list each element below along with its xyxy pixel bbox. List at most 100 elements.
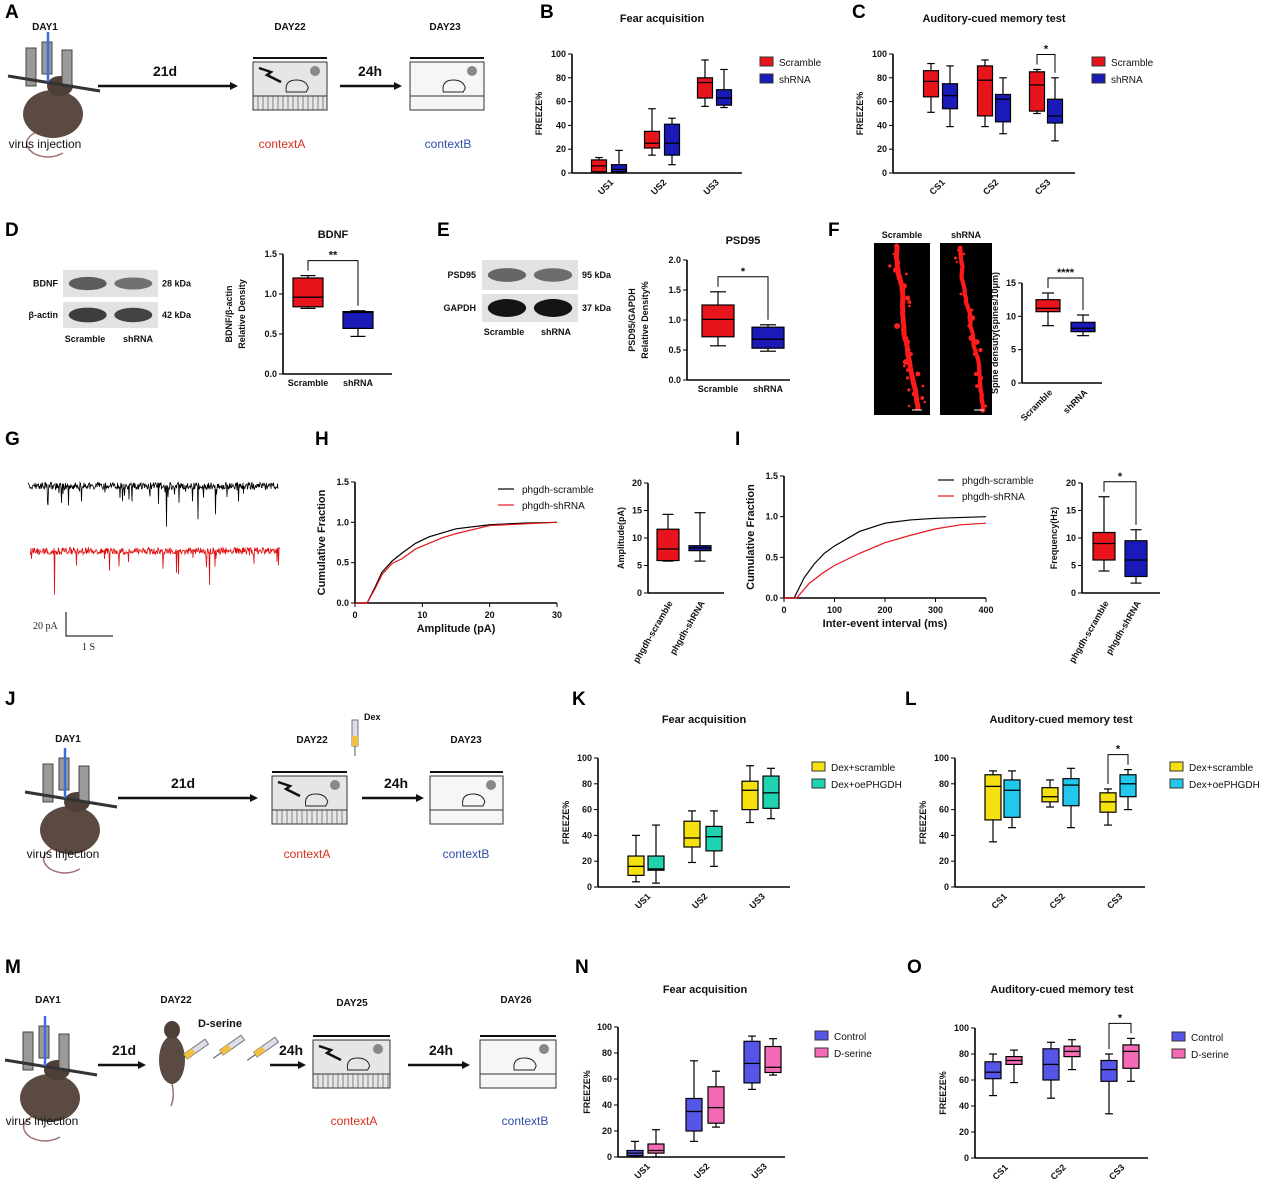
y-tick-label: 10 xyxy=(1006,311,1016,321)
chart-title: BDNF xyxy=(318,229,349,241)
dendrite-image xyxy=(940,243,992,415)
y-tick-label: 60 xyxy=(939,805,949,815)
y-tick-label: 0.0 xyxy=(765,593,778,603)
panel-letter: H xyxy=(315,429,329,450)
box-iqr xyxy=(610,164,628,173)
significance-bracket xyxy=(717,276,769,320)
dendrite-image xyxy=(874,243,930,415)
y-tick-label: 60 xyxy=(877,97,887,107)
box-dex-oephgdh xyxy=(647,824,665,884)
significance-label: * xyxy=(741,266,746,278)
blot-protein-label: GAPDH xyxy=(443,303,476,313)
mouse-body xyxy=(159,1036,185,1084)
y-tick-label: 0 xyxy=(944,882,949,892)
box-dex-scramble xyxy=(683,810,701,864)
mouse-tail xyxy=(25,130,64,158)
stereotaxic-mouse-illustration xyxy=(4,1016,98,1142)
significance-bracket xyxy=(307,260,359,306)
legend-label: phgdh-shRNA xyxy=(522,501,585,512)
panel-letter: I xyxy=(735,429,740,450)
stereotax-post xyxy=(78,765,90,803)
box-chart: 0 20 40 60 80 100 CS1 CS2 CS3 Auditory-cued memor… xyxy=(918,714,1260,911)
x-tick-label: 20 xyxy=(485,610,495,620)
x-axis-label: Amplitude (pA) xyxy=(417,623,496,635)
syringe-icon xyxy=(212,1034,246,1059)
y-axis-label: Relative Density xyxy=(237,279,247,349)
legend-swatch xyxy=(811,761,826,772)
x-tick-label: 100 xyxy=(827,605,842,615)
box-iqr xyxy=(685,1097,703,1132)
box-control xyxy=(1100,1053,1118,1115)
y-tick-label: 1.5 xyxy=(765,471,778,481)
box-scramble xyxy=(590,156,608,174)
box-scramble xyxy=(1028,68,1046,115)
mouse-outline xyxy=(462,793,486,807)
y-tick-label: 20 xyxy=(939,856,949,866)
y-tick-label: 15 xyxy=(1066,506,1076,516)
box-dex-scramble xyxy=(1099,788,1117,826)
day-label: DAY23 xyxy=(429,22,461,33)
spine xyxy=(973,371,979,377)
box-d-serine xyxy=(647,1129,665,1158)
blot-band xyxy=(68,276,107,291)
blot-lane-label: Scramble xyxy=(484,327,525,337)
box-dex-oephgdh xyxy=(1119,769,1137,811)
y-tick-label: 10 xyxy=(1066,533,1076,543)
y-tick-label: 80 xyxy=(556,73,566,83)
box-d-serine xyxy=(764,1038,782,1076)
box-iqr xyxy=(647,855,665,871)
panel-letter: J xyxy=(5,689,16,710)
spine xyxy=(970,308,974,312)
panel-letter: D xyxy=(5,220,19,241)
arrow-head xyxy=(416,794,424,802)
chart-title: Auditory-cued memory test xyxy=(989,714,1132,726)
chart-title: Auditory-cued memory test xyxy=(990,984,1133,996)
legend-swatch xyxy=(1171,1048,1186,1059)
y-axis-label: PSD95/GAPDH xyxy=(627,288,637,352)
chart-title: Auditory-cued memory test xyxy=(922,13,1065,25)
significance-label: ** xyxy=(329,250,338,262)
blot-lane-label: shRNA xyxy=(123,334,154,344)
series-line-phgdh-shRNA xyxy=(355,521,558,604)
x-tick-label: 200 xyxy=(877,605,892,615)
box-iqr xyxy=(764,1045,782,1074)
box-iqr xyxy=(647,1143,665,1154)
box-iqr xyxy=(701,304,735,338)
significance-bracket xyxy=(1047,277,1084,310)
day-label: DAY22 xyxy=(296,735,328,746)
day-label: DAY22 xyxy=(274,22,306,33)
y-axis-label: Frequency(Hz) xyxy=(1049,507,1059,570)
box-scramble xyxy=(1035,292,1061,327)
blot-kda-label: 42 kDa xyxy=(162,310,192,320)
x-tick-label: shRNA xyxy=(753,384,784,394)
legend-swatch xyxy=(1171,1031,1186,1042)
y-axis-label: Cumulative Fraction xyxy=(745,484,757,590)
y-tick-label: 40 xyxy=(877,120,887,130)
context-a-label: contextA xyxy=(284,847,331,861)
interval-label: 21d xyxy=(112,1042,136,1058)
spine xyxy=(888,264,892,268)
box-dex-oephgdh xyxy=(1062,767,1080,829)
ear-bar xyxy=(4,1058,98,1077)
context-a-label: contextA xyxy=(259,137,306,151)
y-tick-label: 100 xyxy=(872,49,887,59)
y-tick-label: 0.5 xyxy=(264,329,277,339)
mouse-top-view xyxy=(159,1021,185,1107)
significance-bracket xyxy=(1036,53,1056,73)
shock-icon xyxy=(277,780,301,798)
mouse-tail xyxy=(22,1114,61,1142)
box-iqr xyxy=(1119,774,1137,798)
day-label: DAY26 xyxy=(500,995,532,1006)
significance-label: * xyxy=(1118,471,1123,483)
spine xyxy=(915,371,921,377)
day-label: DAY1 xyxy=(35,995,61,1006)
blot-band xyxy=(114,277,153,290)
x-tick-label: US3 xyxy=(701,177,720,196)
arrow-head xyxy=(462,1061,470,1069)
spine xyxy=(908,304,911,308)
x-tick-label: US1 xyxy=(596,177,615,196)
interval-label: 24h xyxy=(384,775,408,791)
day-label: DAY1 xyxy=(55,734,81,745)
box-chart: 0 20 40 60 80 100 US1 US2 US3 Fear acquisition FRE… xyxy=(534,13,822,197)
arrow-head xyxy=(394,82,402,90)
